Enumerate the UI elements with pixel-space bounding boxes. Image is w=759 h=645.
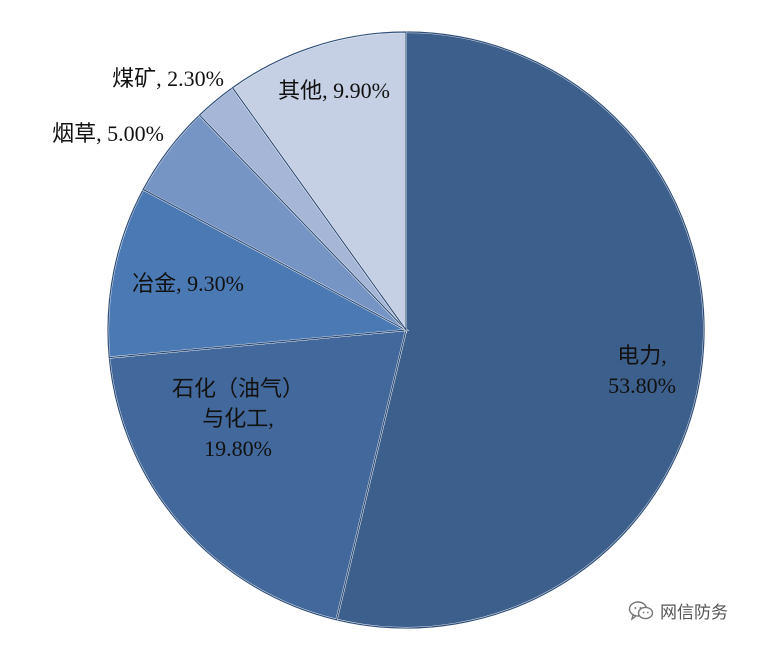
slice-label-line: 其他, 9.90%: [278, 78, 390, 103]
slice-label-line: 烟草, 5.00%: [52, 121, 164, 146]
pie-slice-outline-3: [107, 188, 409, 359]
slice-label-2: 石化（油气） 与化工, 19.80%: [172, 376, 304, 461]
slice-label-line: 与化工,: [202, 406, 274, 431]
slice-label-4: 烟草, 5.00%: [52, 121, 164, 146]
slice-label-line: 19.80%: [204, 436, 272, 461]
slice-label-5: 煤矿, 2.30%: [112, 66, 224, 91]
slice-label-line: 煤矿, 2.30%: [112, 66, 224, 91]
slice-label-6: 其他, 9.90%: [278, 78, 390, 103]
slice-label-3: 冶金, 9.30%: [132, 271, 244, 296]
wechat-icon: [628, 600, 654, 621]
slice-label-line: 石化（油气）: [172, 376, 304, 401]
slice-label-line: 电力,: [617, 343, 667, 368]
pie-slice-outline-6: [231, 31, 407, 332]
slice-label-line: 冶金, 9.30%: [132, 271, 244, 296]
pie-slice-outline-1: [335, 31, 705, 629]
slice-label-line: 53.80%: [608, 373, 676, 398]
pie-slice-outline-2: [108, 329, 407, 621]
slice-label-1: 电力, 53.80%: [608, 343, 676, 398]
watermark: 网信防务: [628, 598, 728, 623]
watermark-text: 网信防务: [660, 603, 728, 623]
